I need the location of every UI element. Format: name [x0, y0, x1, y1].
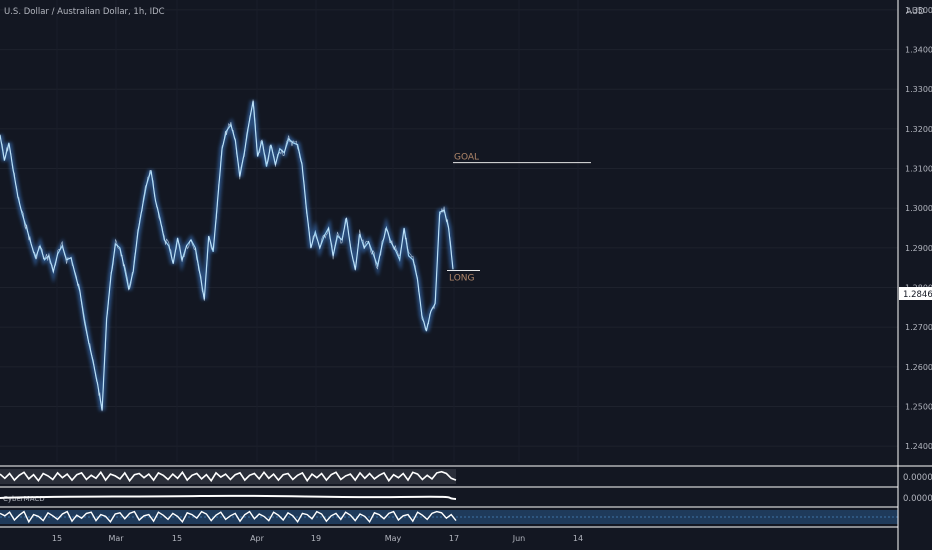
- x-tick-label: 15: [172, 534, 182, 543]
- x-tick-label: May: [385, 534, 402, 543]
- price-axis[interactable]: AUD 1.24001.25001.26001.27001.28001.2900…: [897, 0, 932, 550]
- long-annotation[interactable]: LONG: [447, 269, 480, 283]
- current-price-badge: [899, 287, 932, 300]
- y-tick-label: 1.3000: [905, 204, 932, 213]
- y-tick-label: 1.2600: [905, 363, 932, 372]
- goal-label: GOAL: [454, 153, 479, 163]
- y-tick-label: 1.3200: [905, 125, 932, 134]
- indicator-1-line: [0, 470, 457, 483]
- macd-line: [0, 494, 457, 500]
- y-tick-label: 1.2500: [905, 402, 932, 411]
- goal-annotation[interactable]: GOAL: [453, 153, 591, 164]
- y-tick-label: 1.2900: [905, 244, 932, 253]
- indicator-zero-label: 0.0000: [903, 494, 932, 504]
- indicator-2-label: CyberMACD: [3, 495, 45, 503]
- current-price-label: 1.2846: [903, 290, 932, 300]
- x-tick-label: 14: [573, 534, 583, 543]
- chart-grid: [0, 9, 898, 447]
- price-series: [0, 99, 456, 412]
- y-tick-label: 1.3500: [905, 6, 932, 15]
- x-tick-label: Jun: [512, 534, 526, 543]
- price-line: [0, 100, 454, 411]
- symbol-title: U.S. Dollar / Australian Dollar, 1h, IDC: [4, 7, 165, 17]
- y-tick-label: 1.2700: [905, 323, 932, 332]
- y-tick-label: 1.2400: [905, 442, 932, 451]
- x-tick-label: 17: [449, 534, 459, 543]
- y-tick-labels: 1.24001.25001.26001.27001.28001.29001.30…: [905, 6, 932, 451]
- y-tick-label: 1.3300: [905, 85, 932, 94]
- x-tick-label: 15: [52, 534, 62, 543]
- x-tick-labels[interactable]: 15 Mar 15 Apr 19 May 17 Jun 14: [52, 534, 583, 543]
- indicator-pane-3: [0, 510, 898, 524]
- x-tick-label: Mar: [108, 534, 124, 543]
- x-tick-label: Apr: [250, 534, 265, 543]
- y-tick-label: 1.3100: [905, 165, 932, 174]
- price-line-noise: [0, 99, 454, 412]
- indicator-pane-2: CyberMACD: [0, 494, 898, 528]
- indicator-3-line: [0, 510, 457, 524]
- indicator-pane-1: [0, 465, 932, 488]
- currency-label: AUD: [906, 7, 925, 17]
- indicator-zero-label: 0.0000: [903, 473, 932, 483]
- long-label: LONG: [449, 273, 475, 283]
- y-tick-label: 1.3400: [905, 46, 932, 55]
- x-tick-label: 19: [311, 534, 321, 543]
